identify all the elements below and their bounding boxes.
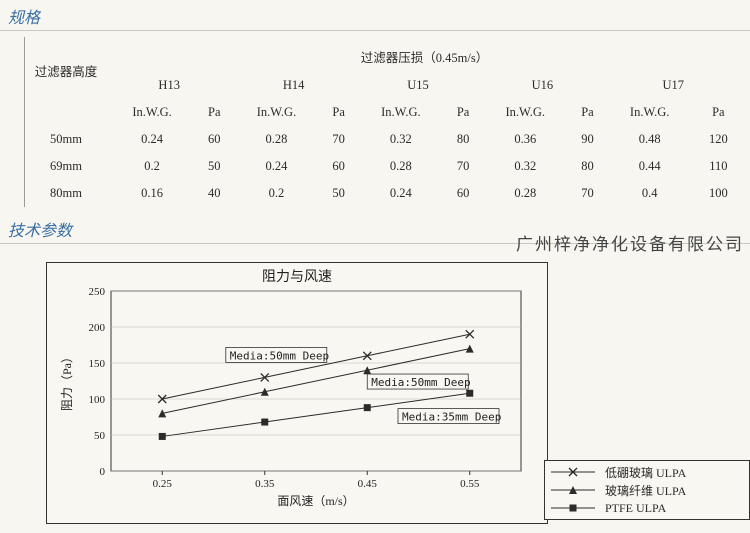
- svg-text:100: 100: [89, 394, 106, 406]
- svg-text:阻力（Pa）: 阻力（Pa）: [60, 351, 74, 411]
- table-cell: 0.32: [356, 126, 446, 153]
- table-row: 69mm0.2500.24600.28700.32800.44110: [25, 153, 743, 180]
- spec-table-wrap: 过滤器高度 过滤器压损（0.45m/s） H13 H14 U15 U16 U17…: [0, 35, 750, 211]
- subheader-cell: Pa: [446, 99, 480, 126]
- svg-text:200: 200: [89, 322, 106, 334]
- table-cell: 70: [570, 180, 604, 207]
- spec-table: 过滤器高度 过滤器压损（0.45m/s） H13 H14 U15 U16 U17…: [24, 37, 742, 207]
- subheader-cell: In.W.G.: [107, 99, 197, 126]
- subheader-cell: Pa: [695, 99, 742, 126]
- table-cell: 0.48: [605, 126, 695, 153]
- table-cell: 0.44: [605, 153, 695, 180]
- table-cell: 0.24: [107, 126, 197, 153]
- table-cell: 40: [197, 180, 231, 207]
- table-cell: 100: [695, 180, 742, 207]
- table-cell: 70: [322, 126, 356, 153]
- table-cell: 60: [197, 126, 231, 153]
- class-h14: H14: [231, 72, 355, 99]
- row-height: 80mm: [25, 180, 108, 207]
- row-height: 69mm: [25, 153, 108, 180]
- table-cell: 110: [695, 153, 742, 180]
- table-cell: 70: [446, 153, 480, 180]
- legend-row: 玻璃纤维 ULPA: [549, 481, 745, 499]
- table-cell: 80: [570, 153, 604, 180]
- table-cell: 50: [322, 180, 356, 207]
- subheader-cell: In.W.G.: [231, 99, 321, 126]
- svg-text:0.25: 0.25: [153, 478, 173, 490]
- svg-text:阻力与风速: 阻力与风速: [262, 269, 332, 285]
- class-u16: U16: [480, 72, 604, 99]
- legend-box: 低硼玻璃 ULPA玻璃纤维 ULPA PTFE ULPA: [544, 460, 750, 520]
- table-cell: 80: [446, 126, 480, 153]
- legend-label: 玻璃纤维 ULPA: [605, 482, 745, 499]
- class-u15: U15: [356, 72, 480, 99]
- table-cell: 60: [446, 180, 480, 207]
- table-cell: 0.28: [356, 153, 446, 180]
- subheader-cell: In.W.G.: [605, 99, 695, 126]
- row-height: 50mm: [25, 126, 108, 153]
- class-h13: H13: [107, 72, 231, 99]
- table-row: 80mm0.16400.2500.24600.28700.4100: [25, 180, 743, 207]
- svg-text:Media:50mm Deep: Media:50mm Deep: [371, 376, 470, 389]
- table-cell: 0.4: [605, 180, 695, 207]
- table-cell: 0.28: [480, 180, 570, 207]
- pressure-drop-caption: 过滤器压损（0.45m/s）: [107, 37, 742, 72]
- svg-text:Media:50mm Deep: Media:50mm Deep: [230, 349, 329, 362]
- svg-text:0.45: 0.45: [358, 478, 378, 490]
- svg-text:面风速（m/s）: 面风速（m/s）: [277, 494, 354, 508]
- class-u17: U17: [605, 72, 742, 99]
- subheader-cell: Pa: [197, 99, 231, 126]
- table-cell: 50: [197, 153, 231, 180]
- table-cell: 0.2: [231, 180, 321, 207]
- table-cell: 0.32: [480, 153, 570, 180]
- chart-area: 阻力与风速 0 50 100 150 200 250 0.25 0.35 0.45 0.55 面风速（…: [46, 262, 706, 526]
- row-label-header: 过滤器高度: [25, 37, 108, 99]
- svg-text:Media:35mm Deep: Media:35mm Deep: [402, 411, 501, 424]
- svg-text:150: 150: [89, 358, 106, 370]
- subheader-cell: In.W.G.: [480, 99, 570, 126]
- company-watermark: 广州梓净净化设备有限公司: [516, 230, 744, 255]
- svg-text:0: 0: [100, 466, 106, 478]
- table-cell: 120: [695, 126, 742, 153]
- table-cell: 0.16: [107, 180, 197, 207]
- subheader-row: In.W.G.PaIn.W.G.PaIn.W.G.PaIn.W.G.PaIn.W…: [25, 99, 743, 126]
- svg-text:0.35: 0.35: [255, 478, 275, 490]
- legend-label: PTFE ULPA: [605, 501, 745, 516]
- table-cell: 0.24: [231, 153, 321, 180]
- svg-text:250: 250: [89, 286, 106, 298]
- resistance-chart: 阻力与风速 0 50 100 150 200 250 0.25 0.35 0.45 0.55 面风速（…: [47, 263, 547, 523]
- svg-text:50: 50: [94, 430, 106, 442]
- table-cell: 60: [322, 153, 356, 180]
- legend-row: PTFE ULPA: [549, 499, 745, 517]
- table-row: 50mm0.24600.28700.32800.36900.48120: [25, 126, 743, 153]
- section-title-spec: 规格: [0, 0, 750, 31]
- subheader-cell: Pa: [570, 99, 604, 126]
- legend-label: 低硼玻璃 ULPA: [605, 464, 745, 481]
- chart-box: 阻力与风速 0 50 100 150 200 250 0.25 0.35 0.45 0.55 面风速（…: [46, 262, 548, 524]
- subheader-cell: In.W.G.: [356, 99, 446, 126]
- table-cell: 90: [570, 126, 604, 153]
- table-cell: 0.36: [480, 126, 570, 153]
- svg-text:0.55: 0.55: [460, 478, 480, 490]
- legend-row: 低硼玻璃 ULPA: [549, 463, 745, 481]
- table-cell: 0.28: [231, 126, 321, 153]
- subheader-cell: Pa: [322, 99, 356, 126]
- table-cell: 0.24: [356, 180, 446, 207]
- table-cell: 0.2: [107, 153, 197, 180]
